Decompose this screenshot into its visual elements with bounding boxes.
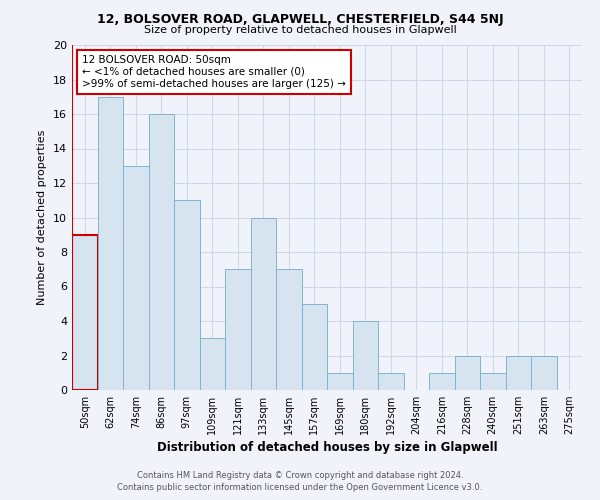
Bar [276,269,302,390]
Bar [199,338,225,390]
Bar [149,114,174,390]
Text: 12 BOLSOVER ROAD: 50sqm
← <1% of detached houses are smaller (0)
>99% of semi-de: 12 BOLSOVER ROAD: 50sqm ← <1% of detache… [82,56,346,88]
Bar [327,373,353,390]
X-axis label: Distribution of detached houses by size in Glapwell: Distribution of detached houses by size … [157,442,497,454]
Bar [251,218,276,390]
Bar [378,373,404,390]
Bar [455,356,480,390]
Bar [505,356,531,390]
Bar [302,304,327,390]
Bar [480,373,505,390]
Bar [225,269,251,390]
Bar [429,373,455,390]
Bar [353,321,378,390]
Bar [531,356,557,390]
Bar [97,97,123,390]
Text: Size of property relative to detached houses in Glapwell: Size of property relative to detached ho… [143,25,457,35]
Text: Contains HM Land Registry data © Crown copyright and database right 2024.
Contai: Contains HM Land Registry data © Crown c… [118,471,482,492]
Bar [174,200,199,390]
Text: 12, BOLSOVER ROAD, GLAPWELL, CHESTERFIELD, S44 5NJ: 12, BOLSOVER ROAD, GLAPWELL, CHESTERFIEL… [97,12,503,26]
Bar [123,166,149,390]
Y-axis label: Number of detached properties: Number of detached properties [37,130,47,305]
Bar [72,235,97,390]
